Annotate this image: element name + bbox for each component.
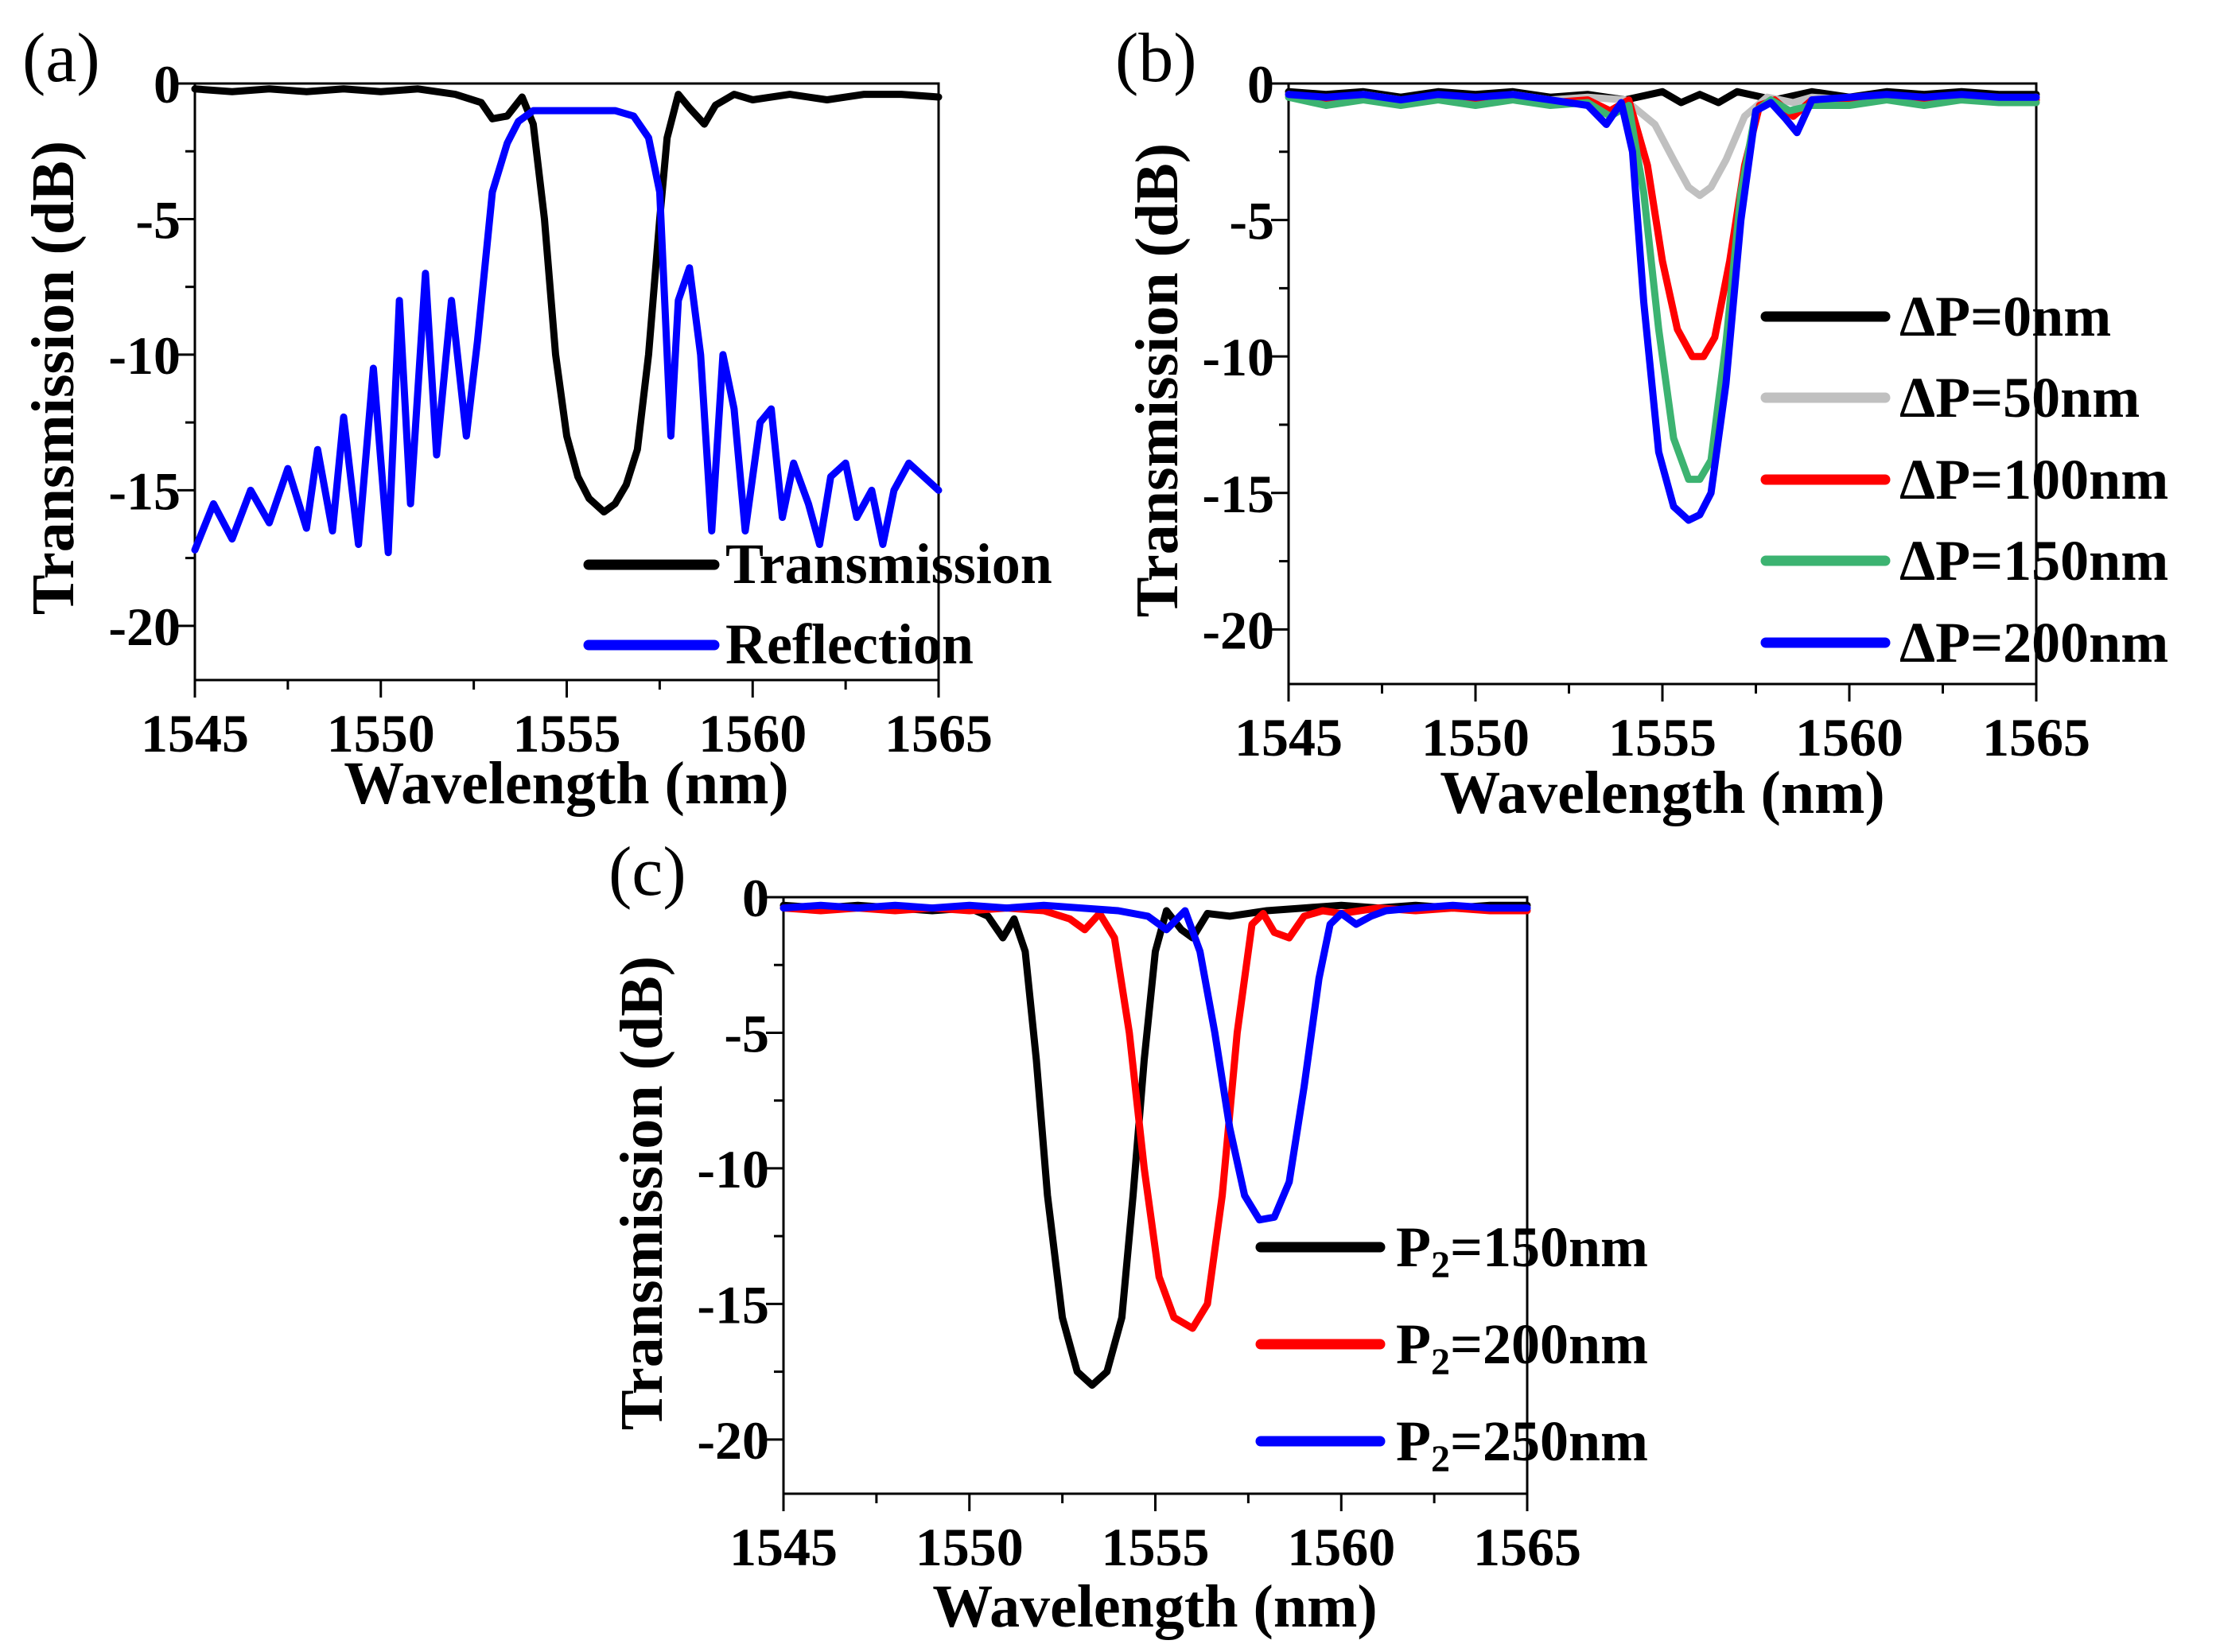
panel-a-ylabel: Transmission (dB) bbox=[20, 141, 87, 615]
panel-a-legend-label-reflection: Reflection bbox=[725, 612, 974, 676]
panel-b-ytick-labels: 0 -5 -10 -15 -20 bbox=[1202, 54, 1274, 660]
panel-b-legend-label-dp-150nm: ΔP=150nm bbox=[1899, 529, 2168, 593]
panel-a-series-transmission bbox=[191, 85, 943, 516]
panel-b-xlabel: Wavelength (nm) bbox=[1440, 760, 1884, 826]
panel-a-ytick-label: -5 bbox=[135, 189, 181, 250]
panel-c-ytick-label: -5 bbox=[724, 1003, 769, 1063]
panel-c-legend-label-p2-250nm: P2=250nm bbox=[1396, 1409, 1648, 1480]
panel-c-xtick-label: 1550 bbox=[916, 1517, 1024, 1577]
panel-b-series-dp-200nm bbox=[1285, 91, 2040, 524]
panel-a-xtick-label: 1550 bbox=[327, 703, 435, 764]
panel-a-xtick-label: 1565 bbox=[885, 703, 993, 764]
panel-a-xtick-label: 1560 bbox=[698, 703, 807, 764]
legend-p-base: P bbox=[1396, 1409, 1431, 1473]
panel-c-ytick-label: -15 bbox=[697, 1274, 769, 1335]
panel-c-legend: P2=150nm P2=200nm P2=250nm bbox=[1255, 1215, 1648, 1480]
panel-b-series-dp-150nm bbox=[1285, 93, 2040, 484]
panel-a-series-layer bbox=[191, 85, 943, 557]
panel-a-ytick-label: -10 bbox=[108, 325, 181, 386]
panel-a-xtick-labels: 1545 1550 1555 1560 1565 bbox=[141, 703, 993, 764]
panel-b-xtick-label: 1550 bbox=[1421, 707, 1530, 768]
panel-b-xtick-label: 1545 bbox=[1234, 707, 1343, 768]
panel-b-ylabel: Transmission (dB) bbox=[1124, 143, 1191, 617]
panel-b-xtick-labels: 1545 1550 1555 1560 1565 bbox=[1234, 707, 2090, 768]
legend-p-rest: =250nm bbox=[1450, 1409, 1648, 1473]
panel-b-series-dp-50nm bbox=[1285, 91, 2040, 200]
panel-b-legend-label-dp-100nm: ΔP=100nm bbox=[1899, 448, 2168, 511]
panel-a-ticks bbox=[177, 82, 940, 698]
panel-b: (b) 1545 1550 1555 1560 1565 0 -5 -10 -1… bbox=[1115, 20, 2168, 826]
panel-c-xtick-label: 1555 bbox=[1102, 1517, 1210, 1577]
panel-b-legend: ΔP=0nm ΔP=50nm ΔP=100nm ΔP=150nm ΔP=200n… bbox=[1760, 285, 2168, 674]
panel-c-ticks bbox=[766, 896, 1529, 1511]
panel-b-ytick-label: -15 bbox=[1202, 464, 1274, 524]
panel-c-xtick-label: 1565 bbox=[1473, 1517, 1581, 1577]
panel-a-ytick-labels: 0 -5 -10 -15 -20 bbox=[108, 54, 181, 657]
legend-p-rest: =150nm bbox=[1450, 1215, 1648, 1279]
panel-b-ytick-label: -10 bbox=[1202, 327, 1274, 387]
panel-a-ytick-label: -20 bbox=[108, 597, 181, 657]
panel-c: (c) 1545 1550 1555 1560 1565 0 -5 -10 -1… bbox=[608, 834, 1648, 1640]
panel-b-legend-label-dp-50nm: ΔP=50nm bbox=[1899, 366, 2140, 430]
panel-a-legend-label-transmission: Transmission bbox=[725, 532, 1052, 596]
panel-b-legend-label-dp-0nm: ΔP=0nm bbox=[1899, 285, 2111, 348]
panel-b-label: (b) bbox=[1115, 20, 1197, 97]
panel-a-legend: Transmission Reflection bbox=[583, 532, 1052, 676]
panel-a-xtick-label: 1555 bbox=[513, 703, 621, 764]
panel-a-label: (a) bbox=[22, 20, 100, 97]
panel-b-ytick-label: 0 bbox=[1247, 54, 1274, 115]
panel-b-ytick-label: -5 bbox=[1229, 191, 1274, 251]
legend-p-base: P bbox=[1396, 1215, 1431, 1279]
legend-p-subscript: 2 bbox=[1431, 1341, 1450, 1383]
panel-a-ytick-label: 0 bbox=[154, 54, 181, 115]
panel-c-xtick-labels: 1545 1550 1555 1560 1565 bbox=[729, 1517, 1581, 1577]
panel-c-label: (c) bbox=[608, 834, 686, 911]
panel-b-xtick-label: 1565 bbox=[1982, 707, 2090, 768]
panel-c-series-layer bbox=[780, 901, 1531, 1390]
panel-a-series-reflection bbox=[191, 107, 943, 557]
panel-c-ylabel: Transmission (dB) bbox=[608, 956, 675, 1430]
panel-b-xtick-label: 1555 bbox=[1608, 707, 1717, 768]
legend-p-subscript: 2 bbox=[1431, 1244, 1450, 1286]
panel-c-frame bbox=[782, 896, 1529, 1495]
legend-p-rest: =200nm bbox=[1450, 1312, 1648, 1376]
panel-b-legend-label-dp-200nm: ΔP=200nm bbox=[1899, 611, 2168, 674]
panel-a-xtick-label: 1545 bbox=[141, 703, 249, 764]
panel-c-series-p2-250nm bbox=[780, 901, 1531, 1224]
panel-b-xtick-label: 1560 bbox=[1795, 707, 1903, 768]
legend-p-base: P bbox=[1396, 1312, 1431, 1376]
panel-c-xtick-label: 1560 bbox=[1287, 1517, 1395, 1577]
panel-c-ytick-labels: 0 -5 -10 -15 -20 bbox=[697, 868, 769, 1471]
panel-c-legend-label-p2-150nm: P2=150nm bbox=[1396, 1215, 1648, 1286]
panel-a-xlabel: Wavelength (nm) bbox=[344, 750, 788, 817]
panel-c-legend-label-p2-200nm: P2=200nm bbox=[1396, 1312, 1648, 1383]
panel-b-ticks bbox=[1271, 82, 2038, 702]
panel-b-ytick-label: -20 bbox=[1202, 600, 1274, 660]
legend-p-subscript: 2 bbox=[1431, 1438, 1450, 1480]
panel-c-ytick-label: -10 bbox=[697, 1139, 769, 1199]
panel-c-xtick-label: 1545 bbox=[729, 1517, 838, 1577]
panel-a: (a) 1545 1550 1555 1560 1565 0 -5 -10 -1… bbox=[20, 20, 1052, 817]
panel-c-ytick-label: -20 bbox=[697, 1410, 769, 1471]
panel-b-series-layer bbox=[1285, 87, 2040, 524]
panel-c-xlabel: Wavelength (nm) bbox=[932, 1573, 1377, 1640]
panel-c-ytick-label: 0 bbox=[742, 868, 769, 928]
panel-a-ytick-label: -15 bbox=[108, 461, 181, 521]
